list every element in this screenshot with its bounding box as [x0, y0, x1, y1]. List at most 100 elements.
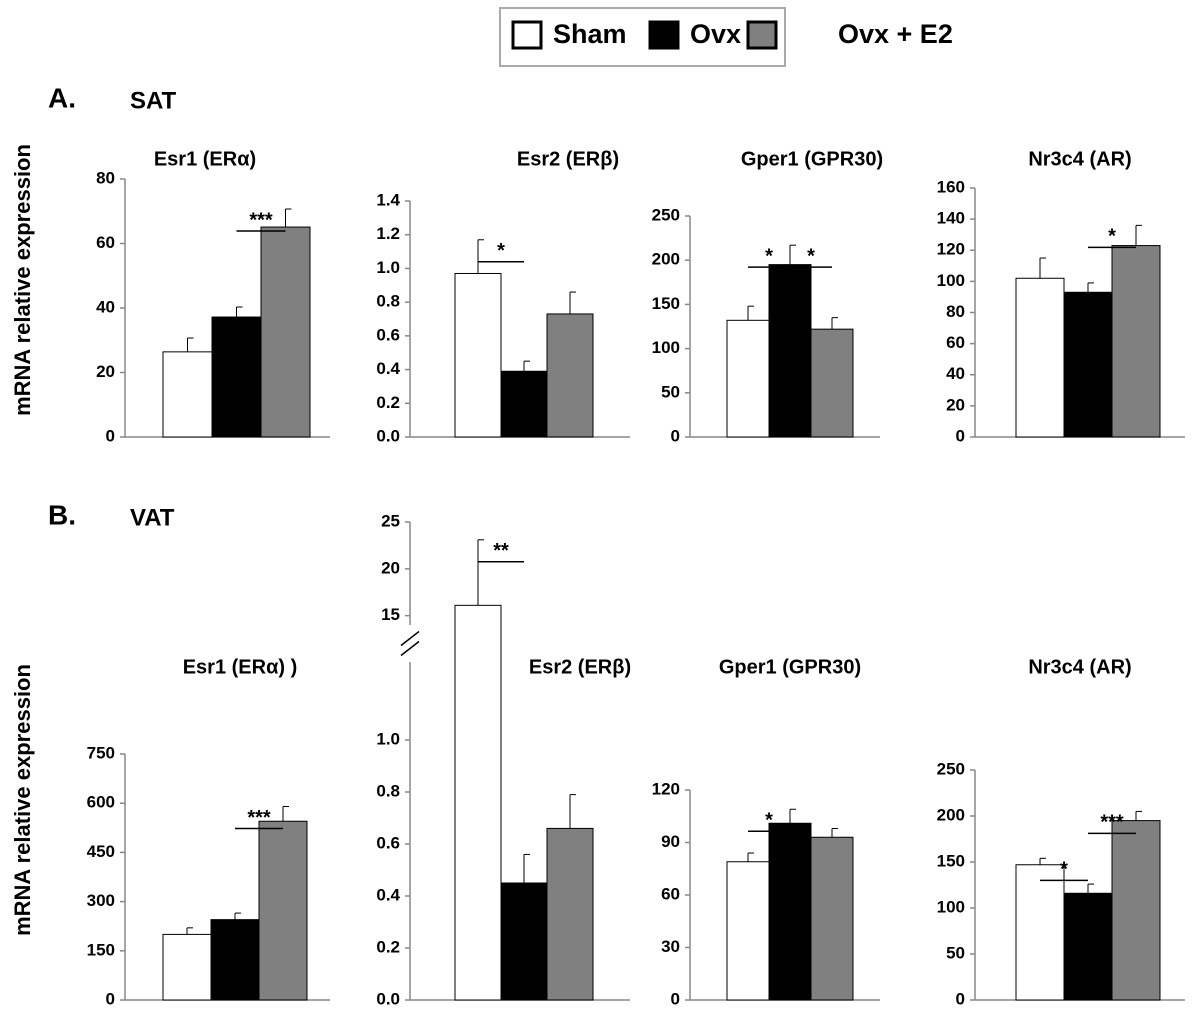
- bar: [726, 861, 770, 1001]
- significance-label: *: [497, 240, 505, 262]
- significance-label: ***: [249, 209, 273, 231]
- y-tick-label: 0: [671, 989, 680, 1008]
- panel-tissue: SAT: [130, 87, 177, 114]
- y-tick-label: 60: [661, 884, 680, 903]
- y-tick-label: 0.2: [376, 393, 400, 412]
- bar: [260, 226, 311, 438]
- bar: [546, 313, 594, 438]
- significance-label: **: [493, 540, 509, 562]
- y-tick-label: 160: [937, 177, 965, 196]
- y-tick-label: 150: [937, 851, 965, 870]
- y-tick-label: 120: [937, 240, 965, 259]
- bar: [162, 933, 212, 1001]
- y-tick-label: 200: [937, 805, 965, 824]
- legend: Sham Ovx Ovx + E2: [511, 19, 953, 50]
- legend-swatch: [511, 20, 543, 50]
- y-tick-label: 100: [937, 897, 965, 916]
- bar: [1015, 277, 1065, 438]
- y-axis-label: mRNA relative expression: [10, 664, 35, 936]
- bar: [500, 882, 548, 1001]
- bar: [210, 919, 260, 1001]
- bar: [211, 316, 262, 438]
- y-tick-label: 40: [96, 297, 115, 316]
- legend-box: [499, 7, 786, 67]
- y-tick-label: 1.0: [376, 729, 400, 748]
- y-tick-label: 80: [946, 302, 965, 321]
- y-tick-label: 0.6: [376, 833, 400, 852]
- bar: [810, 836, 854, 1001]
- y-tick-label: 0: [671, 426, 680, 445]
- y-tick-label: 0: [956, 989, 965, 1008]
- bar: [454, 604, 502, 1001]
- y-tick-label: 40: [946, 364, 965, 383]
- y-tick-label: 80: [96, 168, 115, 187]
- y-tick-label: 0: [956, 426, 965, 445]
- bar: [454, 272, 502, 438]
- y-tick-label: 750: [87, 743, 115, 762]
- y-tick-label: 20: [96, 362, 115, 381]
- chart-title: Gper1 (GPR30): [741, 148, 883, 170]
- y-tick-label: 1.2: [376, 224, 400, 243]
- y-tick-label: 1.4: [376, 190, 400, 209]
- y-tick-label: 0.8: [376, 292, 400, 311]
- significance-label: *: [1060, 859, 1068, 881]
- bar: [1111, 245, 1161, 438]
- y-tick-label: 0.4: [376, 885, 400, 904]
- y-tick-label: 140: [937, 209, 965, 228]
- bar: [258, 820, 308, 1001]
- y-tick-label: 250: [652, 205, 680, 224]
- bar: [810, 328, 854, 438]
- y-tick-label: 30: [661, 937, 680, 956]
- bar: [768, 264, 812, 438]
- y-tick-label: 100: [652, 338, 680, 357]
- significance-label: *: [807, 245, 815, 267]
- y-tick-label: 60: [96, 233, 115, 252]
- chart-title: Nr3c4 (AR): [1028, 148, 1131, 170]
- axis-break: [400, 640, 420, 657]
- bar: [768, 822, 812, 1001]
- y-tick-label: 0.8: [376, 781, 400, 800]
- y-tick-label: 150: [87, 940, 115, 959]
- bar: [500, 370, 548, 438]
- y-tick-label: 60: [946, 333, 965, 352]
- y-tick-label: 0.2: [376, 937, 400, 956]
- y-tick-label: 50: [946, 943, 965, 962]
- significance-label: *: [765, 245, 773, 267]
- y-tick-label: 250: [937, 759, 965, 778]
- y-tick-label: 15: [381, 605, 400, 624]
- y-axis-label: mRNA relative expression: [10, 144, 35, 416]
- significance-label: ***: [1100, 812, 1124, 834]
- y-tick-label: 600: [87, 793, 115, 812]
- y-tick-label: 0.0: [376, 989, 400, 1008]
- y-tick-label: 90: [661, 832, 680, 851]
- significance-label: *: [765, 810, 773, 832]
- y-tick-label: 0.0: [376, 426, 400, 445]
- bar: [1111, 820, 1161, 1001]
- y-tick-label: 450: [87, 842, 115, 861]
- panel-label: A.: [48, 82, 76, 113]
- panel-label: B.: [48, 499, 76, 530]
- bar: [162, 351, 213, 438]
- chart-title: Esr1 (ERα) ): [183, 656, 298, 678]
- legend-label: Sham: [553, 19, 627, 49]
- y-tick-label: 0.6: [376, 325, 400, 344]
- panel-tissue: VAT: [130, 504, 175, 531]
- y-tick-label: 50: [661, 382, 680, 401]
- chart-title: Esr1 (ERα): [154, 148, 256, 170]
- chart-title: Esr2 (ERβ): [517, 148, 619, 170]
- legend-swatch: [648, 20, 680, 50]
- y-tick-label: 200: [652, 250, 680, 269]
- y-tick-label: 300: [87, 891, 115, 910]
- bar: [1063, 892, 1113, 1001]
- significance-label: ***: [247, 807, 271, 829]
- y-tick-label: 0: [106, 426, 115, 445]
- legend-label: Ovx + E2: [838, 19, 953, 49]
- significance-label: *: [1108, 226, 1116, 248]
- y-tick-label: 20: [946, 395, 965, 414]
- y-tick-label: 1.0: [376, 258, 400, 277]
- chart-title: Gper1 (GPR30): [719, 656, 861, 678]
- legend-label: Ovx: [690, 19, 741, 49]
- y-tick-label: 120: [652, 779, 680, 798]
- bar: [1015, 864, 1065, 1001]
